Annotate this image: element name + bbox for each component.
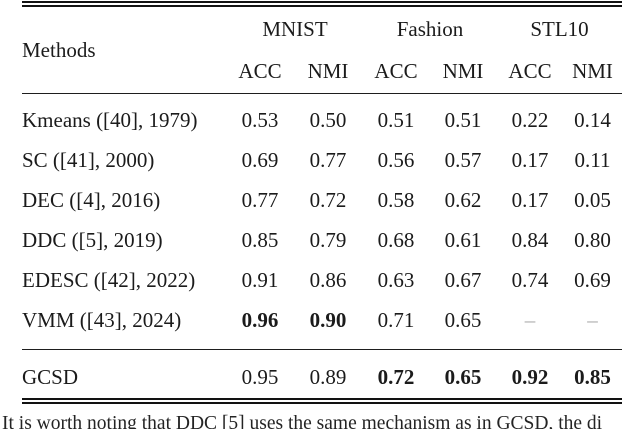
caption-text-clipped: It is worth noting that DDC [5] uses the… <box>2 413 603 429</box>
table-footer-row: GCSD 0.95 0.89 0.72 0.65 0.92 0.85 <box>22 352 622 402</box>
value-cell: 0.17 <box>511 147 549 172</box>
col-group-stl10: STL10 <box>530 16 589 41</box>
value-cell: 0.71 <box>377 307 415 332</box>
value-cell: 0.68 <box>377 227 415 252</box>
value-cell: 0.14 <box>574 107 611 132</box>
value-cell: 0.69 <box>241 147 279 172</box>
value-cell: 0.79 <box>309 227 347 252</box>
value-cell: 0.67 <box>444 267 482 292</box>
col-header-fashion-nmi: NMI <box>442 58 484 83</box>
value-cell: 0.77 <box>241 187 279 212</box>
table-header: Methods MNIST Fashion STL10 ACC NMI ACC … <box>22 8 622 92</box>
value-cell: 0.85 <box>241 227 279 252</box>
value-cell: 0.69 <box>574 267 611 292</box>
table-separator-rule <box>22 349 622 350</box>
value-cell: 0.53 <box>241 107 279 132</box>
value-cell: 0.17 <box>511 187 549 212</box>
value-cell: 0.72 <box>309 187 347 212</box>
col-header-stl10-nmi: NMI <box>572 58 613 83</box>
value-cell-missing: – <box>587 307 598 332</box>
value-cell: 0.77 <box>309 147 347 172</box>
method-cell: DDC ([5], 2019) <box>22 227 163 252</box>
method-cell: DEC ([4], 2016) <box>22 187 161 212</box>
value-cell: 0.90 <box>309 307 347 332</box>
value-cell: 0.11 <box>574 147 611 172</box>
table-bottom-rule <box>22 398 622 404</box>
table-top-rule <box>22 1 622 7</box>
value-cell: 0.86 <box>309 267 347 292</box>
col-header-mnist-nmi: NMI <box>307 58 349 83</box>
col-header-stl10-acc: ACC <box>508 58 552 83</box>
method-cell: Kmeans ([40], 1979) <box>22 107 198 132</box>
method-cell-gcsd: GCSD <box>22 364 79 389</box>
value-cell: 0.51 <box>377 107 415 132</box>
method-cell: SC ([41], 2000) <box>22 147 155 172</box>
value-cell: 0.84 <box>511 227 549 252</box>
col-header-methods: Methods <box>22 37 96 62</box>
value-cell-missing: – <box>524 307 536 332</box>
value-cell: 0.74 <box>511 267 549 292</box>
col-group-mnist: MNIST <box>262 16 328 41</box>
col-group-fashion: Fashion <box>396 16 464 41</box>
value-cell: 0.89 <box>309 364 347 389</box>
value-cell: 0.91 <box>241 267 279 292</box>
value-cell: 0.61 <box>444 227 482 252</box>
value-cell: 0.85 <box>574 364 611 389</box>
value-cell: 0.58 <box>377 187 415 212</box>
value-cell: 0.22 <box>511 107 549 132</box>
value-cell: 0.51 <box>444 107 482 132</box>
table-body: Kmeans ([40], 1979) 0.53 0.50 0.51 0.51 … <box>22 100 622 340</box>
col-header-mnist-acc: ACC <box>238 58 282 83</box>
value-cell: 0.72 <box>377 364 415 389</box>
value-cell: 0.56 <box>377 147 415 172</box>
value-cell: 0.57 <box>444 147 482 172</box>
col-header-fashion-acc: ACC <box>374 58 418 83</box>
value-cell: 0.62 <box>444 187 482 212</box>
value-cell: 0.05 <box>574 187 611 212</box>
value-cell: 0.63 <box>377 267 415 292</box>
value-cell: 0.95 <box>241 364 279 389</box>
value-cell: 0.65 <box>444 307 482 332</box>
value-cell: 0.96 <box>241 307 279 332</box>
table-header-rule <box>22 93 622 94</box>
value-cell: 0.65 <box>444 364 482 389</box>
method-cell: VMM ([43], 2024) <box>22 307 182 332</box>
value-cell: 0.92 <box>511 364 549 389</box>
value-cell: 0.80 <box>574 227 611 252</box>
method-cell: EDESC ([42], 2022) <box>22 267 196 292</box>
value-cell: 0.50 <box>309 107 347 132</box>
